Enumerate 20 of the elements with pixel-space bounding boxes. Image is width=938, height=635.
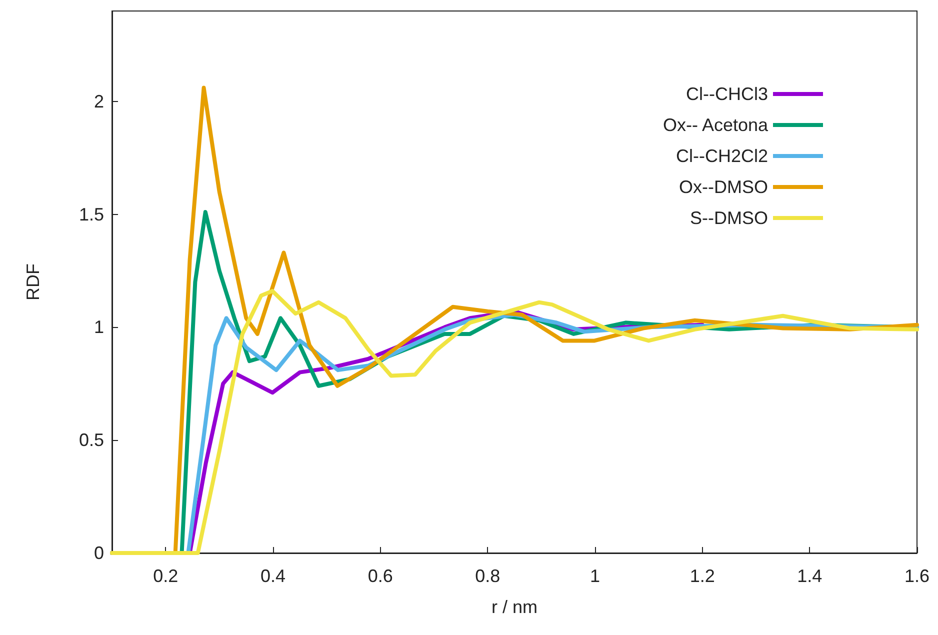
y-tick-label: 1 [94, 317, 104, 338]
x-tick-label: 0.2 [153, 566, 178, 586]
x-tick-label: 1.2 [690, 566, 715, 586]
y-axis-title: RDF [23, 264, 43, 300]
y-tick-label: 0 [94, 543, 104, 563]
x-tick-label: 0.8 [475, 566, 500, 586]
x-tick-label: 1.6 [904, 566, 930, 586]
legend-label: Cl--CH2Cl2 [676, 146, 768, 166]
legend-label: Ox-- Acetona [662, 115, 769, 135]
x-axis-title: r / nm [491, 597, 538, 617]
y-tick-label: 0.5 [78, 430, 104, 450]
x-tick-label: 1 [590, 566, 600, 586]
x-tick-label: 0.4 [260, 566, 286, 586]
legend-label: Cl--CHCl3 [686, 84, 768, 104]
x-tick-label: 1.4 [797, 566, 822, 586]
legend-label: Ox--DMSO [679, 177, 768, 197]
y-tick-label: 2 [94, 91, 104, 112]
y-tick-label: 1.5 [78, 204, 104, 224]
x-tick-label: 0.6 [368, 566, 393, 586]
legend-label: S--DMSO [690, 208, 768, 228]
